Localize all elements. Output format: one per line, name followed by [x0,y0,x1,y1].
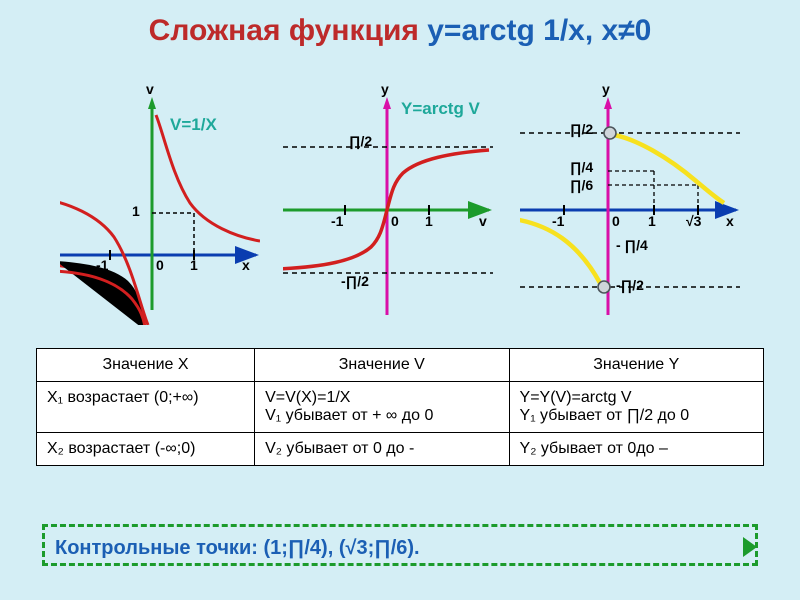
chart1-xt1: 0 [156,257,164,273]
col-y: Значение Y [509,349,763,382]
chart2-xt1: 0 [391,213,399,229]
chart1-label: V=1/X [170,115,217,135]
col-x: Значение Х [37,349,255,382]
cell-v1: V=V(X)=1/X V₁ убывает от + ∞ до 0 [255,382,509,433]
values-table-wrap: Значение Х Значение V Значение Y X₁ возр… [36,348,764,466]
chart-reciprocal: v x -1 0 1 1 V=1/X [60,85,260,325]
chart2-ylab: y [381,81,389,97]
chart-arctan: y v -1 0 1 ∏/2 -∏/2 Y=arctg V [283,85,493,325]
chart2-xt0: -1 [331,213,343,229]
values-table: Значение Х Значение V Значение Y X₁ возр… [36,348,764,466]
cell-y2: Y₂ убывает от 0до – [509,433,763,466]
table-row: X₁ возрастает (0;+∞) V=V(X)=1/X V₁ убыва… [37,382,764,433]
title-blue: y=arctg 1/x, x≠0 [427,14,651,47]
cell-y1: Y=Y(V)=arctg V Y₁ убывает от ∏/2 до 0 [509,382,763,433]
page-title: Сложная функция y=arctg 1/x, x≠0 [0,14,800,48]
chart3-ylab: y [602,81,610,97]
chart1-xt2: 1 [190,257,198,273]
key-points-box: Контрольные точки: (1;∏/4), (√3;∏/6). [42,524,758,566]
chart2-ytpos: ∏/2 [349,133,372,149]
chart3-xt3: √3 [686,213,701,229]
col-v: Значение V [255,349,509,382]
chart3-xlab: x [726,213,734,229]
chart3-yt2: ∏/6 [570,177,593,193]
chart3-xt2: 1 [648,213,656,229]
charts-row: v x -1 0 1 1 V=1/X y v -1 0 1 ∏/ [0,85,800,340]
table-head: Значение Х Значение V Значение Y [37,349,764,382]
cell-x2: X₂ возрастает (-∞;0) [37,433,255,466]
key-points-text: Контрольные точки: (1;∏/4), (√3;∏/6). [55,537,420,559]
chart2-label: Y=arctg V [401,99,511,119]
chart3-xt1: 0 [612,213,620,229]
chart3-yt4: -∏/2 [616,277,644,293]
chart2-svg [283,85,493,325]
chart3-yt3: - ∏/4 [616,237,648,253]
chart3-yt0: ∏/2 [570,121,593,137]
chart3-yt1: ∏/4 [570,159,593,175]
chart2-xlab: v [479,213,487,229]
title-red: Сложная функция [149,14,428,47]
chart1-yt0: 1 [132,203,140,219]
chart1-svg [60,85,260,325]
cell-x1: X₁ возрастает (0;+∞) [37,382,255,433]
chart1-xt0: -1 [96,257,108,273]
chart3-xt0: -1 [552,213,564,229]
chart-composite: y x -1 0 1 √3 ∏/2 ∏/4 ∏/6 - ∏/4 -∏/2 [520,85,740,325]
chart2-ytneg: -∏/2 [341,273,369,289]
chart1-xlab: x [242,257,250,273]
chart1-ylab: v [146,81,154,97]
cell-v2: V₂ убывает от 0 до - [255,433,509,466]
table-row: X₂ возрастает (-∞;0) V₂ убывает от 0 до … [37,433,764,466]
chart2-xt2: 1 [425,213,433,229]
